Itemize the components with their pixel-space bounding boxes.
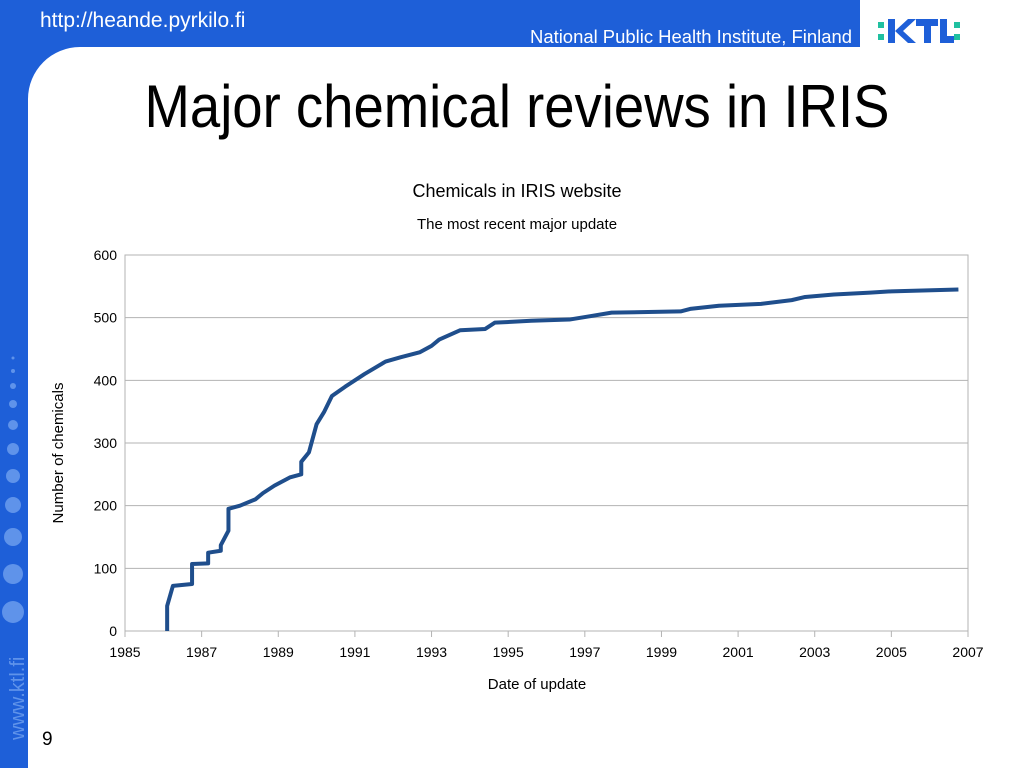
dots (2, 356, 24, 623)
x-tick-label: 1995 (493, 644, 524, 660)
y-tick-label: 500 (94, 310, 118, 326)
plot-frame (124, 254, 969, 632)
data-line (165, 287, 959, 631)
x-tick-label: 1991 (339, 644, 370, 660)
chart-title: Chemicals in IRIS website (412, 181, 621, 201)
y-tick-label: 200 (94, 498, 118, 514)
x-tick-label: 2001 (723, 644, 754, 660)
top-bar (0, 0, 860, 47)
chart-subtitle: The most recent major update (417, 216, 617, 233)
x-tick-label: 1987 (186, 644, 217, 660)
logo (878, 19, 960, 43)
x-tick-label: 1993 (416, 644, 447, 660)
x-tick-label: 2007 (952, 644, 983, 660)
x-axis-label: Date of update (488, 676, 586, 693)
x-tick-label: 2005 (876, 644, 907, 660)
y-tick-label: 400 (94, 372, 118, 388)
x-tick-label: 2003 (799, 644, 830, 660)
y-tick-label: 300 (94, 435, 118, 451)
page-number: 9 (42, 729, 53, 750)
y-axis-label: Number of chemicals (50, 383, 67, 524)
slide-title: Major chemical reviews in IRIS (145, 73, 890, 140)
corner (28, 47, 80, 99)
header-institute: National Public Health Institute, Finlan… (530, 27, 852, 47)
x-tick-label: 1997 (569, 644, 600, 660)
y-tick-label: 100 (94, 560, 118, 576)
x-tick-label: 1999 (646, 644, 677, 660)
side-text: www.ktl.fi (7, 657, 29, 741)
x-tick-label: 1989 (263, 644, 294, 660)
y-tick-label: 600 (94, 247, 118, 263)
header-url: http://heande.pyrkilo.fi (40, 9, 245, 32)
y-tick-label: 0 (109, 623, 117, 639)
x-tick-label: 1985 (109, 644, 140, 660)
